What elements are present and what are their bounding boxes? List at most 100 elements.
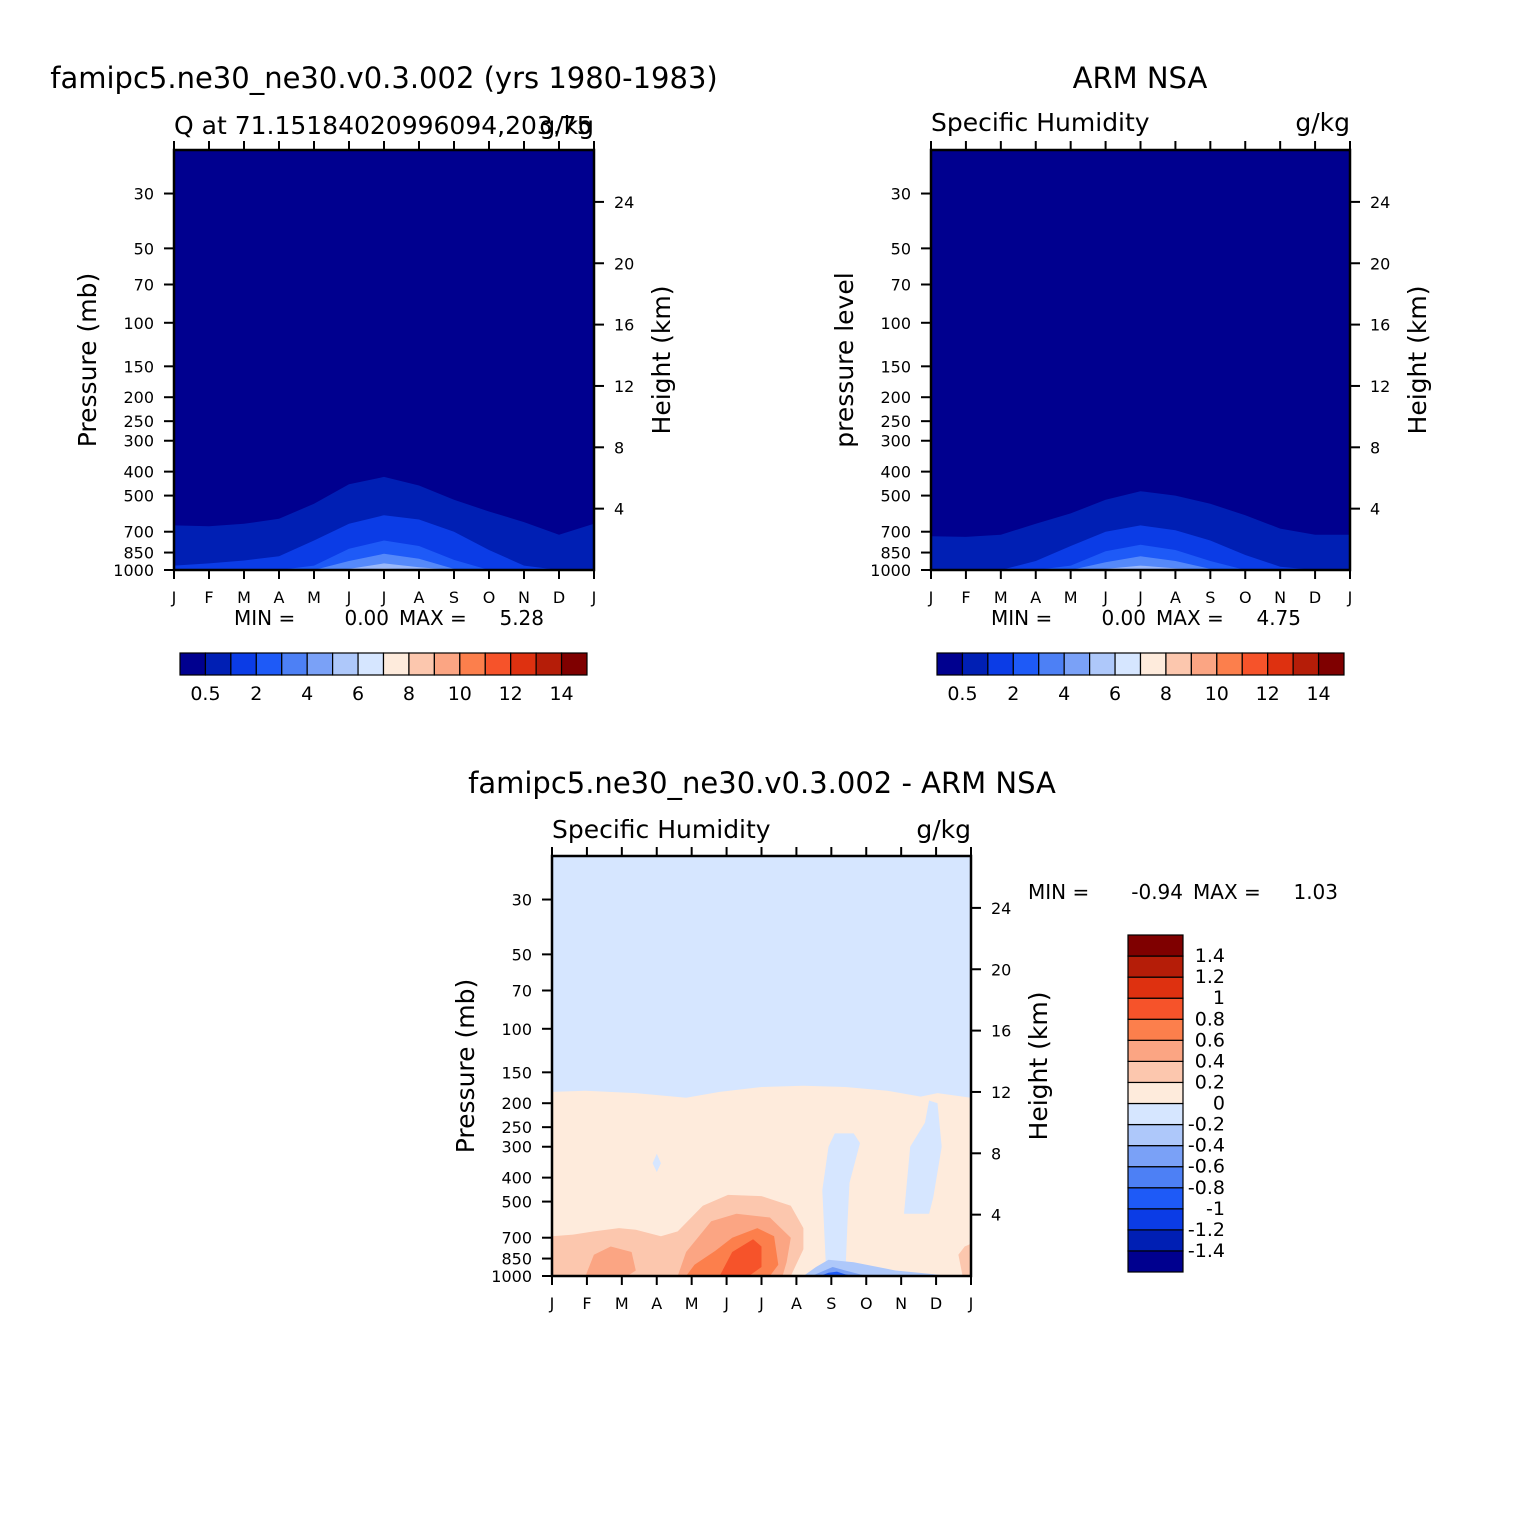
min-value: -0.94	[1131, 880, 1183, 904]
height-tick-label: 4	[614, 500, 624, 519]
x-tick-label: O	[483, 588, 496, 607]
contour-band-positive	[552, 1085, 971, 1276]
x-tick-label: M	[685, 1294, 699, 1313]
y-tick-label: 100	[501, 1020, 532, 1039]
units-label: g/kg	[1295, 108, 1350, 137]
x-tick-label: J	[1347, 588, 1353, 607]
x-tick-label: N	[1274, 588, 1286, 607]
max-label: MAX =	[1193, 880, 1261, 904]
colorbar-swatch	[1190, 652, 1218, 676]
colorbar-swatch	[560, 652, 588, 676]
colorbar-swatch	[332, 652, 359, 676]
colorbar-swatch	[1127, 1145, 1184, 1168]
colorbar: 1.41.210.80.60.40.20-0.2-0.4-0.6-0.8-1-1…	[1127, 934, 1225, 1273]
height-axis-label: Height (km)	[647, 286, 676, 435]
colorbar-swatch	[1063, 652, 1091, 676]
colorbar-label: 4	[1058, 683, 1070, 705]
x-tick-label: F	[204, 588, 213, 607]
y-tick-label: 50	[891, 239, 911, 258]
y-axis-label: Pressure (mb)	[73, 273, 102, 447]
colorbar-label: 1.2	[1195, 966, 1225, 988]
x-tick-label: J	[171, 588, 177, 607]
x-tick-label: A	[651, 1294, 662, 1313]
colorbar-label: 8	[403, 683, 415, 705]
x-tick-label: J	[1102, 588, 1108, 607]
y-tick-label: 150	[501, 1063, 532, 1082]
colorbar-swatch	[281, 652, 308, 676]
y-tick-label: 850	[880, 544, 911, 563]
colorbar-swatch	[1038, 652, 1065, 676]
x-tick-label: N	[895, 1294, 907, 1313]
colorbar-swatch	[1127, 1081, 1184, 1105]
y-tick-label: 700	[501, 1229, 532, 1248]
y-tick-label: 30	[891, 185, 911, 204]
chart-subtitle: Q at 71.15184020996094,203.75	[174, 111, 593, 140]
y-tick-label: 30	[134, 185, 154, 204]
x-tick-label: J	[758, 1294, 764, 1313]
chart-title: famipc5.ne30_ne30.v0.3.002 - ARM NSA	[468, 766, 1056, 800]
colorbar-swatch	[204, 652, 232, 676]
colorbar-label: -0.6	[1188, 1156, 1225, 1178]
y-tick-label: 700	[880, 523, 911, 542]
colorbar-swatch	[535, 652, 563, 676]
colorbar-label: 10	[1205, 683, 1229, 705]
colorbar-swatch	[1127, 934, 1184, 957]
y-tick-label: 500	[880, 487, 911, 506]
min-max-readout: MIN = 0.00 MAX = 5.28	[234, 606, 544, 630]
height-tick-label: 16	[1370, 316, 1390, 335]
colorbar-swatch	[433, 652, 461, 676]
colorbar-label: 10	[448, 683, 472, 705]
colorbar-swatch	[382, 652, 410, 676]
x-tick-label: D	[1309, 588, 1321, 607]
colorbar-swatch	[255, 652, 283, 676]
colorbar-swatch	[1127, 1102, 1184, 1126]
colorbar-label: 4	[301, 683, 313, 705]
colorbar: 0.5 2 4 6 8 10 12 14	[179, 652, 588, 705]
x-tick-label: M	[237, 588, 251, 607]
y-tick-label: 850	[123, 544, 154, 563]
contour-fills	[931, 150, 1350, 570]
colorbar-swatch	[1127, 1060, 1184, 1084]
units-label: g/kg	[916, 815, 971, 844]
colorbar-swatch	[484, 652, 512, 676]
x-tick-label: A	[414, 588, 425, 607]
colorbar-label: -0.4	[1188, 1135, 1225, 1157]
colorbar-label: -1.2	[1188, 1219, 1225, 1241]
x-tick-label: J	[968, 1294, 974, 1313]
y-tick-label: 500	[123, 487, 154, 506]
colorbar: 0.5 2 4 6 8 10 12 14	[936, 652, 1345, 705]
colorbar-swatch	[1127, 1229, 1184, 1252]
min-label: MIN =	[234, 606, 295, 630]
units-label: g/kg	[539, 111, 594, 140]
colorbar-swatch	[1267, 652, 1294, 676]
y-tick-label: 200	[880, 388, 911, 407]
model-panel: famipc5.ne30_ne30.v0.3.002 (yrs 1980-198…	[50, 61, 717, 705]
contour-band	[174, 563, 594, 570]
y-tick-label: 150	[123, 357, 154, 376]
x-tick-label: D	[553, 588, 565, 607]
colorbar-swatch	[510, 652, 537, 676]
max-value: 4.75	[1256, 606, 1301, 630]
x-tick-label: J	[723, 1294, 729, 1313]
x-tick-label: J	[346, 588, 352, 607]
chart-title: ARM NSA	[1073, 61, 1208, 95]
height-tick-label: 24	[614, 193, 634, 212]
y-tick-label: 500	[501, 1193, 532, 1212]
colorbar-swatch	[1127, 1208, 1184, 1231]
y-tick-label: 400	[880, 463, 911, 482]
contour-band	[931, 556, 1350, 570]
contour-band-positive	[585, 1246, 636, 1276]
colorbar-swatch	[987, 652, 1014, 676]
x-tick-label: D	[930, 1294, 942, 1313]
min-value: 0.00	[1101, 606, 1146, 630]
colorbar-label: 0.6	[1195, 1029, 1225, 1051]
x-tick-label: S	[1205, 588, 1215, 607]
colorbar-label: -1	[1206, 1198, 1225, 1220]
colorbar-swatch	[1127, 976, 1184, 999]
colorbar-swatch	[306, 652, 334, 676]
x-tick-label: O	[860, 1294, 873, 1313]
colorbar-swatch	[179, 652, 207, 676]
